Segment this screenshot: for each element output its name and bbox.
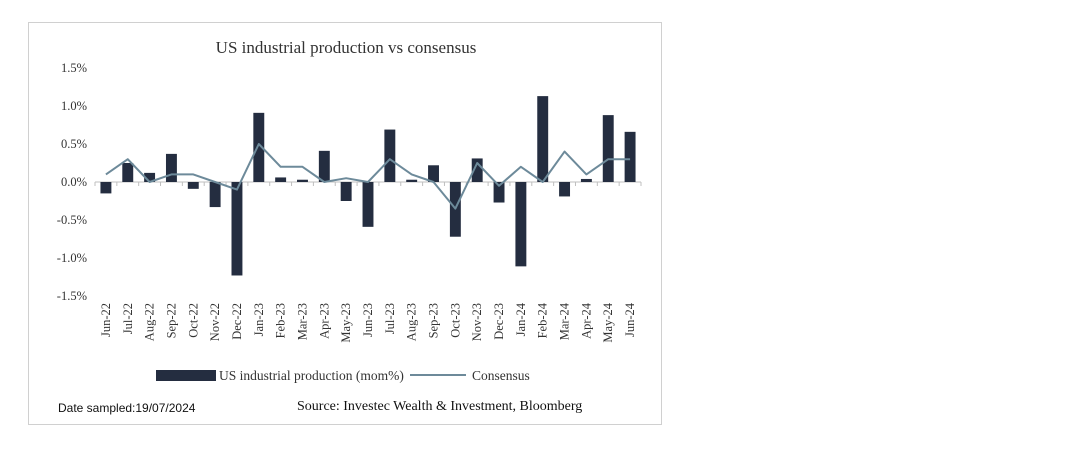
x-tick-label: May-24 [601, 302, 615, 342]
bar-may-24 [602, 115, 614, 182]
x-tick-label: Aug-22 [143, 303, 157, 341]
bar-feb-24 [537, 96, 549, 182]
legend-bar-swatch [156, 370, 216, 381]
x-tick-label: Dec-23 [492, 303, 506, 340]
bar-mar-23 [297, 179, 308, 182]
x-tick-label: Nov-23 [470, 303, 484, 341]
bar-mar-24 [559, 182, 571, 197]
y-tick-label: 1.5% [61, 61, 87, 75]
bar-feb-23 [275, 177, 287, 182]
bar-apr-24 [580, 178, 592, 182]
y-tick-label: 0.5% [61, 137, 87, 151]
bar-jan-23 [253, 112, 265, 182]
bar-nov-23 [471, 158, 483, 182]
y-tick-label: 0.0% [61, 175, 87, 189]
bar-oct-22 [187, 182, 199, 189]
x-tick-label: Apr-24 [579, 302, 593, 339]
x-tick-label: Mar-23 [295, 303, 309, 340]
y-tick-label: 1.0% [61, 99, 87, 113]
x-tick-label: Oct-23 [448, 303, 462, 338]
bar-sep-23 [428, 165, 439, 182]
source-note: Source: Investec Wealth & Investment, Bl… [297, 399, 583, 414]
x-tick-label: Jun-23 [361, 303, 375, 337]
bar-apr-23 [318, 150, 330, 182]
x-tick-label: Nov-22 [208, 303, 222, 341]
x-tick-label: Sep-23 [427, 303, 441, 338]
x-tick-label: Dec-22 [230, 303, 244, 340]
x-tick-label: Jul-23 [383, 303, 397, 334]
x-tick-label: Oct-22 [186, 303, 200, 338]
chart-svg: US industrial production vs consensus 1.… [57, 38, 642, 383]
bar-may-23 [340, 182, 352, 201]
bar-aug-23 [406, 179, 418, 182]
y-axis: 1.5% 1.0% 0.5% 0.0% -0.5% -1.0% -1.5% [57, 61, 87, 303]
x-tick-label: Jan-23 [252, 303, 266, 336]
legend-bar-label: US industrial production (mom%) [219, 368, 404, 383]
consensus-line [105, 143, 631, 210]
chart-title: US industrial production vs consensus [216, 38, 477, 57]
y-tick-label: -0.5% [57, 213, 87, 227]
x-tick-label: Jun-22 [99, 303, 113, 337]
x-tick-label: Feb-23 [274, 303, 288, 338]
bar-aug-22 [144, 172, 156, 182]
bar-dec-22 [231, 182, 243, 276]
bar-jul-23 [384, 129, 396, 182]
bar-jan-24 [515, 182, 527, 267]
bar-jun-24 [624, 131, 636, 182]
x-axis: Jun-22 Jul-22 Aug-22 Sep-22 Oct-22 Nov-22 Dec-… [94, 181, 642, 343]
date-sampled: Date sampled:19/07/2024 [58, 401, 196, 415]
legend: US industrial production (mom%) Consensu… [156, 368, 530, 383]
bar-jul-22 [122, 163, 134, 182]
bar-series [100, 96, 636, 276]
x-tick-label: Aug-23 [405, 303, 419, 341]
x-tick-label: May-23 [339, 303, 353, 343]
chart-card: US industrial production vs consensus 1.… [28, 22, 662, 425]
y-tick-label: -1.0% [57, 251, 87, 265]
x-tick-label: Apr-23 [317, 303, 331, 339]
line-series [105, 143, 631, 210]
bar-jun-23 [362, 182, 374, 227]
x-tick-label: Sep-22 [164, 303, 178, 338]
x-tick-label: Jul-22 [121, 303, 135, 334]
bar-nov-22 [209, 182, 221, 208]
x-tick-label: Jan-24 [514, 302, 528, 336]
x-tick-label: Jun-24 [623, 302, 637, 337]
y-tick-label: -1.5% [57, 289, 87, 303]
x-tick-label: Mar-24 [558, 302, 572, 340]
legend-line-label: Consensus [472, 368, 530, 383]
x-tick-label: Feb-24 [536, 302, 550, 338]
bar-dec-23 [493, 182, 505, 203]
bar-jun-22 [100, 182, 112, 194]
bar-sep-22 [165, 153, 177, 182]
